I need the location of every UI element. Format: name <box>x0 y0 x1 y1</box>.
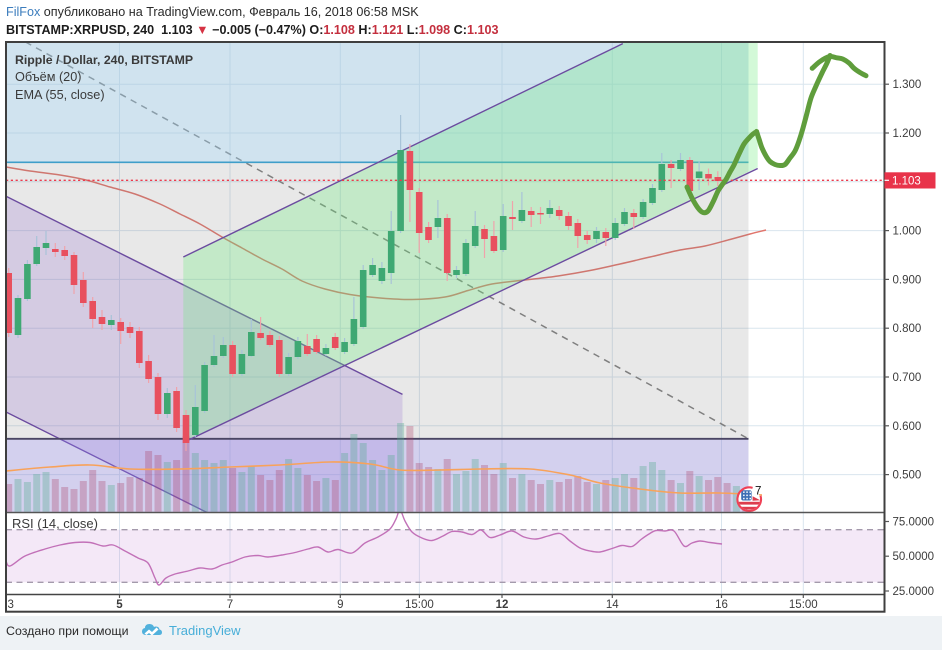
svg-text:1.103: 1.103 <box>892 176 921 188</box>
svg-text:15:00: 15:00 <box>789 599 818 611</box>
svg-text:5: 5 <box>116 599 123 611</box>
svg-text:12: 12 <box>496 599 509 611</box>
svg-text:3: 3 <box>8 599 14 611</box>
svg-text:14: 14 <box>606 599 619 611</box>
svg-text:50.0000: 50.0000 <box>893 551 935 563</box>
svg-text:15:00: 15:00 <box>405 599 434 611</box>
svg-text:FilFox опубликовано на Trading: FilFox опубликовано на TradingView.com, … <box>6 5 419 19</box>
svg-text:0.700: 0.700 <box>893 372 922 384</box>
svg-text:0.800: 0.800 <box>893 323 922 335</box>
svg-text:25.0000: 25.0000 <box>893 586 935 598</box>
svg-text:16: 16 <box>715 599 728 611</box>
svg-text:Объём (20): Объём (20) <box>15 70 82 84</box>
svg-text:0.600: 0.600 <box>893 421 922 433</box>
svg-text:Ripple / Dollar, 240, BITSTAMP: Ripple / Dollar, 240, BITSTAMP <box>15 53 193 67</box>
svg-text:RSI (14, close): RSI (14, close) <box>12 516 98 531</box>
svg-text:0.900: 0.900 <box>893 274 922 286</box>
svg-text:1.200: 1.200 <box>893 128 922 140</box>
svg-text:9: 9 <box>337 599 343 611</box>
svg-text:75.0000: 75.0000 <box>893 517 935 529</box>
svg-text:7: 7 <box>755 486 761 498</box>
svg-text:Создано при помощи: Создано при помощи <box>6 624 129 638</box>
svg-text:1.300: 1.300 <box>893 79 922 91</box>
svg-text:1.000: 1.000 <box>893 226 922 238</box>
svg-text:EMA (55, close): EMA (55, close) <box>15 88 105 102</box>
svg-text:TradingView: TradingView <box>169 623 241 638</box>
svg-text:0.500: 0.500 <box>893 470 922 482</box>
svg-text:BITSTAMP:XRPUSD, 240 1.103 ▼: BITSTAMP:XRPUSD, 240 1.103 ▼ −0.005 (−0.… <box>6 23 498 37</box>
svg-text:7: 7 <box>227 599 233 611</box>
